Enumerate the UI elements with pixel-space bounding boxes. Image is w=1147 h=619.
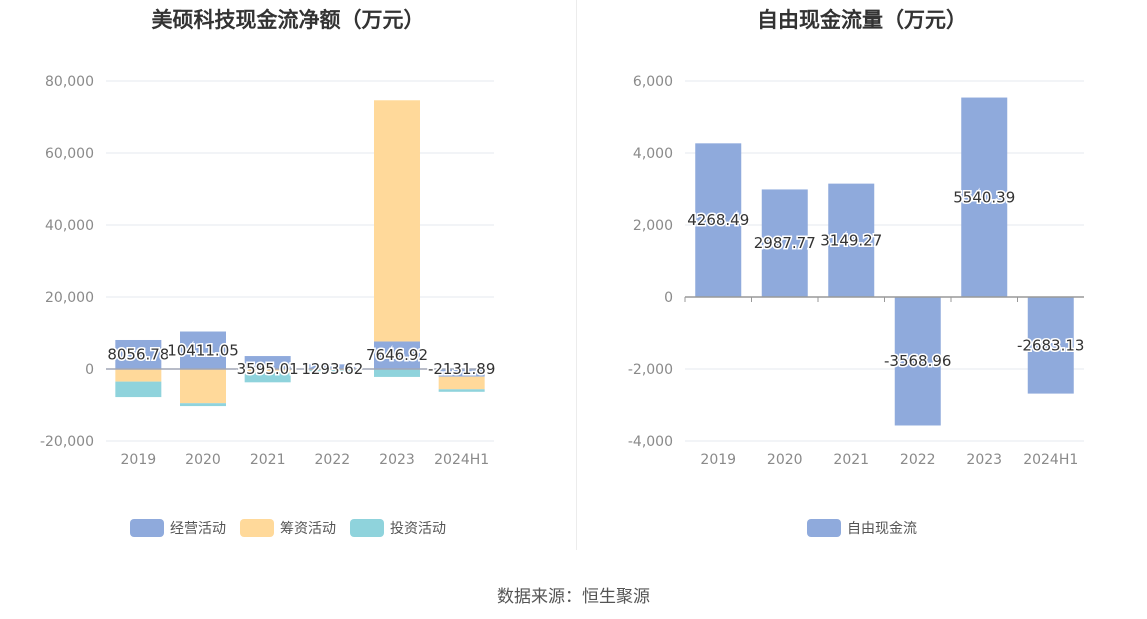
data-label-2023: 5540.39 [953, 188, 1015, 206]
legend-label: 筹资活动 [280, 521, 336, 537]
y-tick-label: -20,000 [40, 434, 94, 450]
x-tick-label: 2024H1 [434, 452, 489, 468]
bar-2019-series-0 [695, 143, 742, 297]
legend-item-0[interactable]: 经营活动 [130, 518, 226, 538]
legend-swatch [240, 519, 274, 537]
legend-item-2[interactable]: 投资活动 [350, 518, 446, 538]
cash-flow-net-chart-panel: 美硕科技现金流净额（万元） 80,000 60,000 40,000 20,000 0 -… [0, 0, 576, 560]
bar-2020-series-0 [180, 331, 226, 369]
bar-2019-series-0 [115, 339, 162, 369]
y-tick-label: 20,000 [45, 290, 94, 306]
x-tick-label: 2019 [121, 452, 157, 468]
y-tick-label: 60,000 [45, 146, 94, 162]
y-tick-label: 6,000 [633, 74, 673, 90]
bar-2024h1-series-0 [438, 369, 485, 377]
data-label-2020: 10411.05 [167, 341, 239, 359]
bar-2022-series-0 [894, 297, 941, 426]
data-label-2019: 8056.78 [107, 345, 169, 363]
x-tick-label: 2023 [966, 452, 1002, 468]
bar-2024h1-series-0 [1027, 297, 1074, 394]
legend-label: 经营活动 [170, 521, 226, 537]
bar-2023-series-0 [374, 341, 420, 369]
x-tick-label: 2020 [185, 452, 221, 468]
bar-2020-series-1 [180, 369, 226, 404]
x-tick-label: 2023 [379, 452, 415, 468]
chart-title-cash-flow-net: 美硕科技现金流净额（万元） [151, 8, 425, 32]
y-tick-label: -4,000 [628, 434, 673, 450]
y-tick-label: -2,000 [628, 362, 673, 378]
data-label-2023: 7646.92 [366, 346, 428, 364]
chart-title-free-cash-flow: 自由现金流量（万元） [757, 8, 967, 32]
bar-2019-series-1 [115, 369, 162, 382]
bar-2023-series-1 [374, 100, 420, 342]
bar-2023-series-0 [961, 97, 1008, 297]
x-tick-label: 2022 [315, 452, 351, 468]
bar-2022-series-2 [309, 370, 356, 373]
data-label-2024h1: -2683.13 [1017, 336, 1084, 354]
bar-2023-series-2 [374, 369, 420, 377]
x-tick-label: 2021 [250, 452, 286, 468]
bar-2020-series-2 [180, 403, 226, 407]
x-tick-label: 2019 [700, 452, 736, 468]
legend-label: 投资活动 [390, 521, 446, 537]
x-tick-label: 2020 [767, 452, 803, 468]
free-cash-flow-chart: 6,000 4,000 2,000 0 -2,000 -4,000 2019 2020 2021… [628, 74, 1086, 468]
cash-flow-net-chart: 80,000 60,000 40,000 20,000 0 -20,000 2019 2020… [40, 74, 497, 468]
x-tick-label: 2022 [900, 452, 936, 468]
legend-label: 自由现金流 [847, 521, 917, 537]
legend-item-1[interactable]: 筹资活动 [240, 518, 336, 538]
bar-2022-series-0 [309, 364, 356, 369]
legend-swatch [130, 519, 164, 537]
bar-2024h1-series-1 [438, 376, 485, 390]
legend-swatch [350, 519, 384, 537]
free-cash-flow-legend: 自由现金流 [577, 518, 1147, 538]
panel-divider [576, 0, 577, 550]
bar-2021-series-1 [244, 369, 291, 373]
y-tick-label: 40,000 [45, 218, 94, 234]
data-label-2021: 3595.01 [237, 360, 299, 378]
data-label-2019: 4268.49 [687, 211, 749, 229]
bar-2021-series-0 [828, 183, 875, 297]
y-tick-label: 0 [85, 362, 94, 378]
free-cash-flow-chart-panel: 自由现金流量（万元） 6,000 4,000 2,000 0 -2,000 -4,000 2… [577, 0, 1147, 560]
data-label-2020: 2987.77 [754, 234, 816, 252]
x-tick-label: 2021 [833, 452, 869, 468]
data-label-2024h1: -2131.89 [428, 360, 495, 378]
bar-2024h1-series-2 [438, 389, 485, 392]
y-tick-label: 80,000 [45, 74, 94, 90]
cash-flow-net-legend: 经营活动 筹资活动 投资活动 [0, 518, 576, 538]
y-tick-label: 4,000 [633, 146, 673, 162]
data-label-2022: 1293.62 [301, 360, 363, 378]
data-label-2022: -3568.96 [884, 352, 951, 370]
bar-2019-series-2 [115, 381, 162, 398]
y-tick-label: 2,000 [633, 218, 673, 234]
y-tick-label: 0 [664, 290, 673, 306]
bar-2021-series-0 [244, 356, 291, 369]
legend-swatch [807, 519, 841, 537]
data-label-2021: 3149.27 [820, 231, 882, 249]
legend-item-0[interactable]: 自由现金流 [807, 518, 917, 538]
x-tick-label: 2024H1 [1023, 452, 1078, 468]
bar-2020-series-0 [761, 189, 808, 297]
bar-2021-series-2 [244, 372, 291, 383]
data-source-note: 数据来源：恒生聚源 [497, 587, 650, 607]
